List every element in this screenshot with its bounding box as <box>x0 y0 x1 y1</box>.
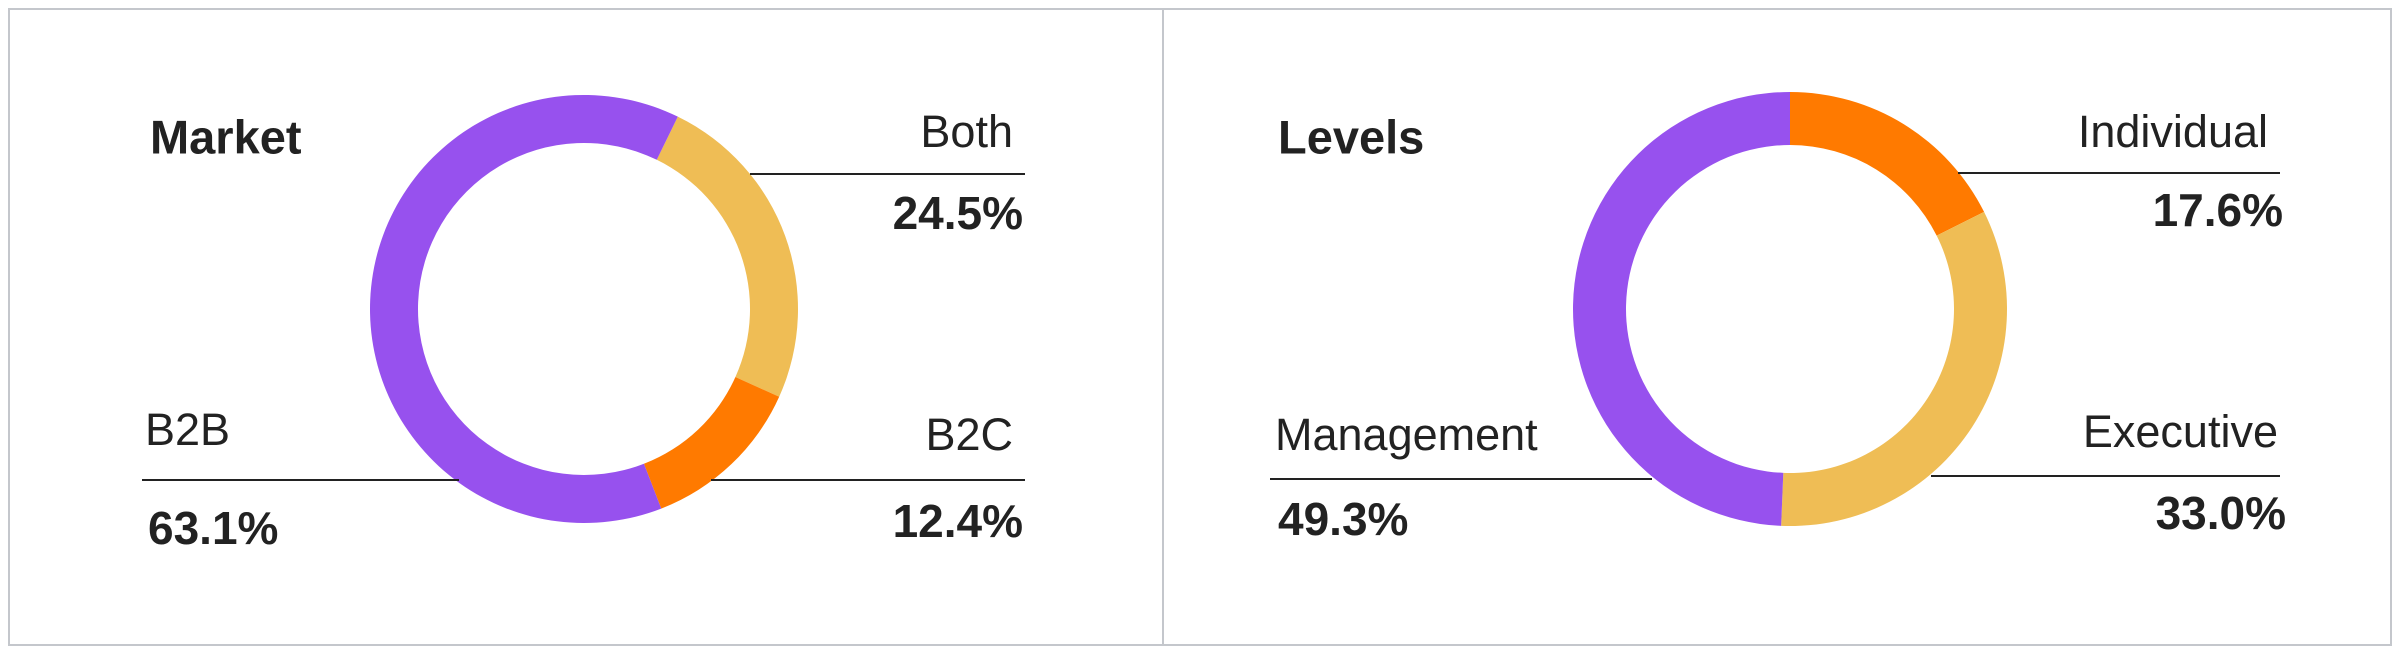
legend-label: Both <box>920 106 1013 157</box>
donut-slice <box>1781 211 2007 527</box>
value-label: 63.1% <box>148 502 278 554</box>
donut-slice <box>656 116 799 397</box>
chart-title: Market <box>150 110 302 163</box>
donut-slice <box>369 94 678 523</box>
legend-label: Executive <box>2083 406 2278 457</box>
panel-border <box>8 8 2392 646</box>
donut-slice <box>1573 92 1790 526</box>
legend-label: B2C <box>925 409 1013 460</box>
legend-label: B2B <box>145 404 230 455</box>
value-label: 17.6% <box>2153 184 2283 236</box>
value-label: 12.4% <box>893 495 1023 547</box>
value-label: 24.5% <box>893 187 1023 239</box>
legend-label: Management <box>1275 409 1538 460</box>
value-label: 49.3% <box>1278 493 1408 545</box>
chart-title: Levels <box>1278 110 1424 163</box>
donut-slice <box>643 377 780 509</box>
donut-slice <box>1790 92 1985 236</box>
legend-label: Individual <box>2078 106 2268 157</box>
value-label: 33.0% <box>2156 487 2286 539</box>
